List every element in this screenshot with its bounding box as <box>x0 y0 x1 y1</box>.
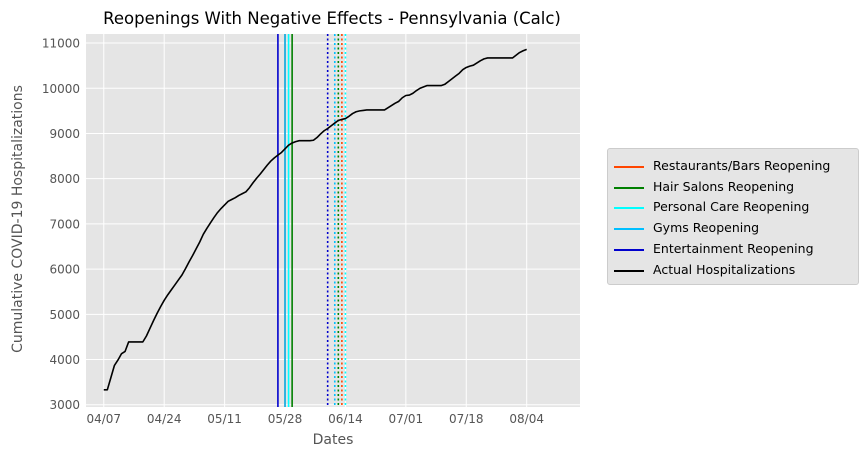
reopening-lines <box>277 34 347 407</box>
x-tick-label: 04/07 <box>86 412 121 426</box>
x-tick-label: 05/28 <box>268 412 303 426</box>
legend-label: Hair Salons Reopening <box>653 178 795 194</box>
y-tick-label: 4000 <box>49 353 80 367</box>
x-tick-labels: 04/07 04/24 05/11 05/28 06/14 07/01 07/18 08/04 <box>86 412 544 426</box>
data-series <box>103 48 527 391</box>
legend: Restaurants/Bars Reopening Hair Salons Re… <box>607 148 859 285</box>
legend-label: Entertainment Reopening <box>653 240 814 256</box>
y-tick-label: 11000 <box>42 37 80 51</box>
legend-swatch <box>614 166 644 168</box>
legend-label: Personal Care Reopening <box>653 199 810 215</box>
chart-title: Reopenings With Negative Effects - Penns… <box>103 9 561 28</box>
y-tick-label: 8000 <box>49 172 80 186</box>
x-tick-label: 04/24 <box>147 412 182 426</box>
grid-lines <box>86 34 580 407</box>
legend-swatch <box>614 186 644 189</box>
y-tick-label: 10000 <box>42 82 80 96</box>
legend-swatch <box>614 248 644 251</box>
legend-item: Entertainment Reopening <box>608 240 858 260</box>
x-tick-label: 07/01 <box>389 412 424 426</box>
legend-swatch <box>614 207 644 210</box>
legend-label: Gyms Reopening <box>653 220 760 236</box>
x-axis-label: Dates <box>313 432 354 448</box>
series-line-actual-hospitalizations <box>103 48 527 391</box>
y-tick-label: 5000 <box>49 308 80 322</box>
y-tick-label: 3000 <box>49 398 80 412</box>
legend-swatch <box>614 269 644 272</box>
legend-item: Hair Salons Reopening <box>608 178 858 198</box>
x-tick-label: 07/18 <box>449 412 484 426</box>
legend-item: Restaurants/Bars Reopening <box>608 157 858 177</box>
legend-item: Gyms Reopening <box>608 219 858 239</box>
legend-item: Actual Hospitalizations <box>608 261 858 281</box>
legend-label: Actual Hospitalizations <box>653 261 796 277</box>
y-tick-label: 7000 <box>49 217 80 231</box>
x-tick-label: 08/04 <box>509 412 544 426</box>
legend-item: Personal Care Reopening <box>608 198 858 218</box>
plot-area-background <box>86 34 580 407</box>
legend-label: Restaurants/Bars Reopening <box>653 158 831 173</box>
y-tick-label: 9000 <box>49 127 80 141</box>
x-tick-label: 06/14 <box>328 412 363 426</box>
y-axis-label: Cumulative COVID-19 Hospitalizations <box>10 85 26 353</box>
legend-swatch <box>614 228 644 231</box>
y-tick-label: 6000 <box>49 263 80 277</box>
x-tick-label: 05/11 <box>207 412 242 426</box>
y-tick-labels: 3000 4000 5000 6000 7000 8000 9000 10000 11000 <box>42 37 80 413</box>
